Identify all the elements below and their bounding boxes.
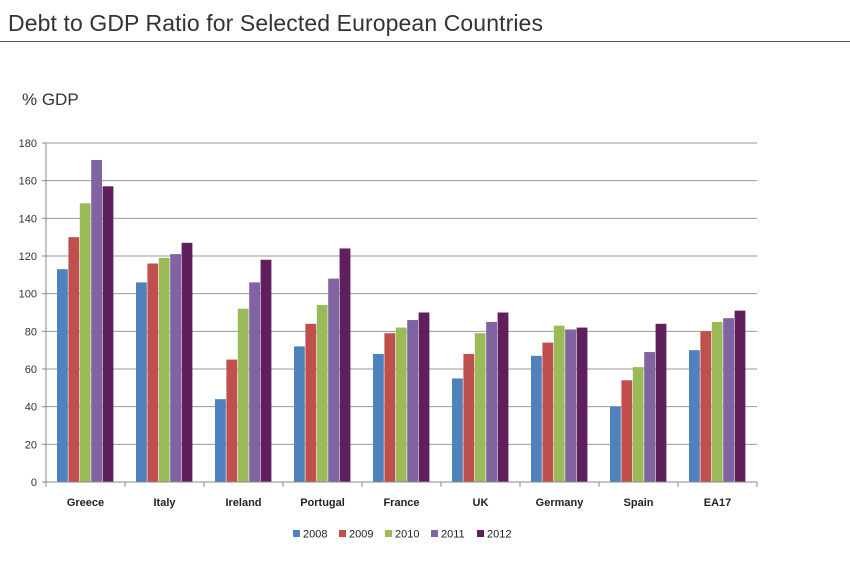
bar-greece-2012 <box>102 186 114 483</box>
bar-portugal-2010 <box>316 304 328 482</box>
bar-france-2012 <box>418 312 430 482</box>
y-tick-label: 20 <box>25 439 37 451</box>
legend-label-2008: 2008 <box>303 529 327 541</box>
y-tick-label: 80 <box>25 326 37 338</box>
bar-germany-2011 <box>565 329 576 482</box>
bar-italy-2009 <box>147 263 159 482</box>
x-category-label: France <box>383 497 419 509</box>
legend-swatch-2012 <box>477 530 484 537</box>
bar-spain-2009 <box>621 380 633 482</box>
y-tick-label: 140 <box>19 213 37 225</box>
bar-italy-2010 <box>158 257 170 482</box>
bar-italy-2008 <box>136 282 147 482</box>
bar-ireland-2012 <box>260 259 272 482</box>
bar-spain-2012 <box>655 323 667 482</box>
bar-ireland-2008 <box>215 399 226 482</box>
bar-ea17-2012 <box>734 310 746 482</box>
y-tick-label: 0 <box>31 477 37 489</box>
bar-portugal-2009 <box>305 323 317 482</box>
x-category-label: Greece <box>67 497 104 509</box>
bar-france-2008 <box>373 353 384 482</box>
y-tick-label: 120 <box>19 251 37 263</box>
bar-france-2011 <box>407 320 418 482</box>
bar-spain-2011 <box>644 352 655 482</box>
x-category-label: Italy <box>153 497 176 509</box>
y-tick-label: 180 <box>19 138 37 150</box>
y-tick-label: 60 <box>25 364 37 376</box>
legend-swatch-2009 <box>339 530 346 537</box>
legend-label-2011: 2011 <box>441 529 465 541</box>
bar-greece-2010 <box>79 203 91 482</box>
axes <box>42 142 758 487</box>
category-labels: Greece Italy Ireland Portugal France UK German… <box>67 497 731 509</box>
legend: 2008 2009 2010 2011 2012 <box>293 529 511 541</box>
bar-ea17-2011 <box>723 318 734 482</box>
bar-spain-2010 <box>632 367 644 482</box>
x-category-label: Ireland <box>225 497 261 509</box>
bar-ireland-2009 <box>226 359 238 482</box>
bar-france-2010 <box>395 327 407 482</box>
bar-germany-2009 <box>542 342 554 482</box>
page-title: Debt to GDP Ratio for Selected European … <box>8 10 544 36</box>
y-tick-label: 100 <box>19 289 37 301</box>
x-category-label: Spain <box>624 497 654 509</box>
legend-label-2012: 2012 <box>487 529 511 541</box>
bar-uk-2011 <box>486 321 497 482</box>
bar-italy-2011 <box>170 254 181 482</box>
bar-ea17-2010 <box>711 321 723 482</box>
bar-germany-2010 <box>553 325 565 482</box>
y-tick-label: 160 <box>19 176 37 188</box>
legend-swatch-2008 <box>293 530 300 537</box>
legend-swatch-2010 <box>385 530 392 537</box>
bar-uk-2008 <box>452 378 463 482</box>
legend-swatch-2011 <box>431 530 438 537</box>
bar-uk-2012 <box>497 312 509 482</box>
bar-uk-2009 <box>463 353 475 482</box>
bar-portugal-2008 <box>294 346 305 482</box>
legend-label-2009: 2009 <box>349 529 373 541</box>
bar-ireland-2010 <box>237 308 249 482</box>
bar-italy-2012 <box>181 242 193 482</box>
bars <box>57 159 746 483</box>
bar-portugal-2012 <box>339 248 351 482</box>
bar-greece-2011 <box>91 159 102 482</box>
bar-ea17-2008 <box>689 350 700 482</box>
legend-label-2010: 2010 <box>395 529 419 541</box>
title-divider <box>0 41 850 42</box>
x-category-label: Germany <box>536 497 585 509</box>
x-category-label: UK <box>473 497 489 509</box>
bar-ireland-2011 <box>249 282 260 482</box>
bar-germany-2008 <box>531 355 542 482</box>
bar-greece-2009 <box>68 237 80 482</box>
x-category-label: Portugal <box>300 497 345 509</box>
bar-portugal-2011 <box>328 278 339 482</box>
bar-france-2009 <box>384 333 396 482</box>
bar-uk-2010 <box>474 333 486 482</box>
bar-spain-2008 <box>610 406 621 482</box>
bar-greece-2008 <box>57 269 68 482</box>
bar-ea17-2009 <box>700 331 712 482</box>
y-axis-ticks: 0 20 40 60 80 100 120 140 160 180 <box>19 138 37 489</box>
y-tick-label: 40 <box>25 402 37 414</box>
x-category-label: EA17 <box>704 497 732 509</box>
y-axis-unit-label: % GDP <box>22 90 79 109</box>
bar-germany-2012 <box>576 327 588 482</box>
